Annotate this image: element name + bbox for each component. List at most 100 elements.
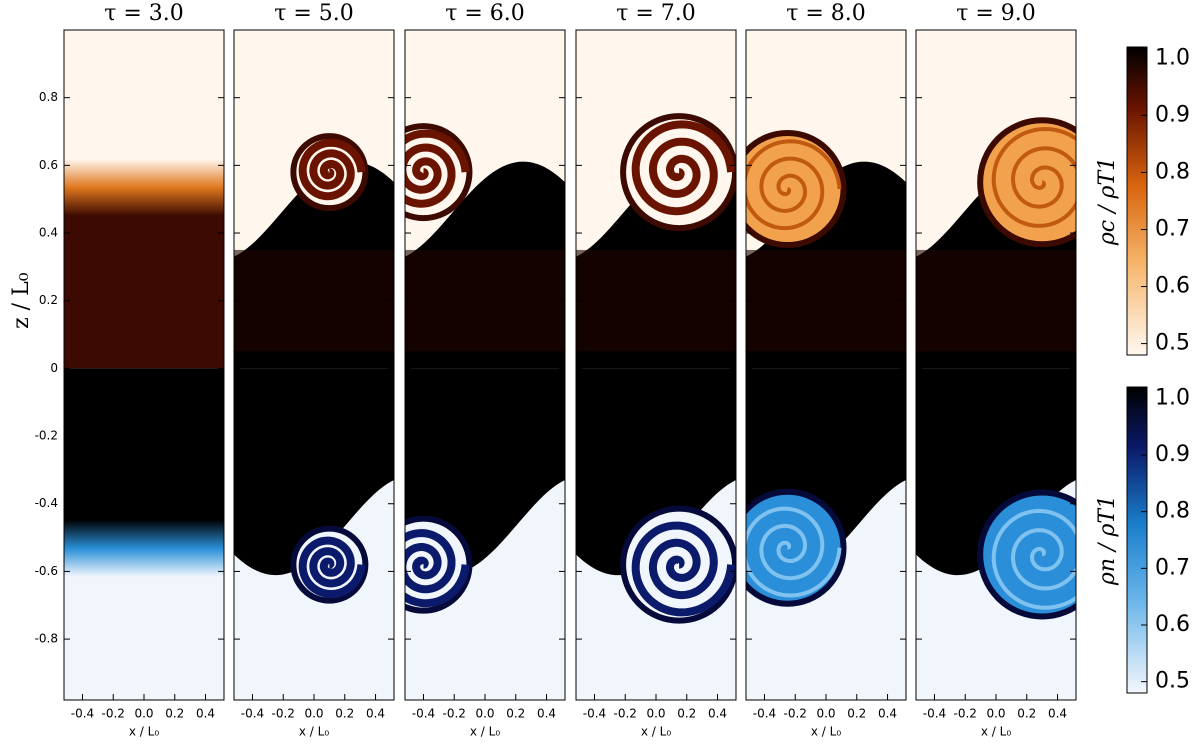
colorbar-tick-label: 0.7: [1155, 217, 1190, 242]
x-tick-label: 0.0: [986, 707, 1005, 721]
y-axis-label: z / L₀: [9, 272, 34, 329]
y-tick-label: -0.8: [35, 632, 58, 646]
panel-title: τ = 5.0: [274, 1, 354, 26]
x-axis-label: x / L₀: [299, 725, 329, 739]
y-tick-label: 0: [50, 361, 58, 375]
colorbar-tick-label: 1.0: [1155, 45, 1190, 70]
x-tick-label: -0.4: [923, 707, 946, 721]
x-tick-label: -0.4: [241, 707, 264, 721]
band-bottom: [64, 519, 224, 578]
vortex-bottom: [746, 488, 847, 607]
field: [916, 30, 1076, 700]
x-tick-label: 0.2: [677, 707, 696, 721]
colorbar-tick-label: 0.6: [1155, 274, 1190, 299]
band-top: [64, 158, 224, 217]
dark-tongue: [746, 249, 906, 352]
x-tick-label: -0.2: [954, 707, 977, 721]
panel: τ = 9.0 -0.4 -0.2 0.0 0.2 0.4 x / L₀: [915, 1, 1077, 739]
x-tick-label: 0.0: [475, 707, 494, 721]
x-tick-label: 0.2: [506, 707, 525, 721]
x-axis-label: x / L₀: [811, 725, 841, 739]
x-tick-label: 0.2: [847, 707, 866, 721]
panel: τ = 5.0 -0.4 -0.2 0.0 0.2 0.4 x / L₀: [233, 1, 395, 739]
colorbar-label: ρn / ρT1: [1095, 495, 1120, 586]
colorbar-tick-label: 0.7: [1155, 555, 1190, 580]
x-tick-label: 0.4: [366, 707, 385, 721]
panel-title: τ = 6.0: [445, 1, 525, 26]
x-tick-label: -0.2: [272, 707, 295, 721]
interface-bottom: [916, 368, 1076, 576]
panel-title: τ = 7.0: [616, 1, 696, 26]
y-tick-label: -0.2: [35, 429, 58, 443]
y-tick-label: 0.8: [39, 90, 58, 104]
spiral-top: [631, 120, 736, 216]
x-tick-label: -0.2: [443, 707, 466, 721]
x-tick-label: 0.2: [335, 707, 354, 721]
black-region: [64, 368, 224, 521]
panel: τ = 6.0 -0.4 -0.2 0.0 0.2 0.4 x / L₀: [404, 1, 566, 739]
panel-title: τ = 9.0: [956, 1, 1036, 26]
x-axis-label: x / L₀: [981, 725, 1011, 739]
colorbar-label: ρc / ρT1: [1095, 157, 1120, 246]
x-axis-label: x / L₀: [641, 725, 671, 739]
spiral-top: [746, 139, 842, 231]
x-tick-label: 0.2: [1017, 707, 1036, 721]
spiral-bottom: [405, 529, 470, 608]
interface-bottom: [234, 368, 394, 576]
x-tick-label: 0.4: [196, 707, 215, 721]
x-tick-label: -0.2: [614, 707, 637, 721]
colorbar: 0.5 0.6 0.7 0.8 0.9 1.0 ρn / ρT1: [1095, 385, 1190, 693]
colorbar-tick-label: 0.6: [1155, 612, 1190, 637]
x-axis-label: x / L₀: [129, 725, 159, 739]
x-tick-label: 0.4: [878, 707, 897, 721]
brown-region: [64, 215, 224, 369]
spiral-bottom: [991, 508, 1076, 610]
colorbar-tick-label: 0.9: [1155, 442, 1190, 467]
x-tick-label: -0.2: [102, 707, 125, 721]
y-tick-label: 0.4: [39, 226, 58, 240]
spiral-bottom: [631, 521, 736, 617]
spiral-bottom: [298, 536, 366, 599]
dark-tongue: [405, 249, 565, 352]
x-axis-label: x / L₀: [470, 725, 500, 739]
spiral-bottom: [746, 506, 842, 598]
colorbar-tick-label: 0.5: [1155, 669, 1190, 694]
dark-tongue: [916, 249, 1076, 352]
colorbar-tick-label: 0.5: [1155, 331, 1190, 356]
panel: τ = 3.0 -0.4 -0.2 0.0 0.2 0.4 x / L₀ 0.8 0.6 0.4 0…: [9, 1, 225, 739]
panel: τ = 8.0 -0.4 -0.2 0.0 0.2 0.4 x / L₀: [745, 1, 907, 739]
x-tick-label: 0.4: [1048, 707, 1067, 721]
x-tick-label: 0.0: [134, 707, 153, 721]
x-tick-label: 0.0: [646, 707, 665, 721]
x-tick-label: -0.2: [784, 707, 807, 721]
field: [746, 30, 906, 700]
field: [64, 30, 224, 700]
x-tick-label: -0.4: [753, 707, 776, 721]
field: [234, 30, 394, 700]
spiral-top: [991, 126, 1076, 228]
x-tick-label: 0.2: [165, 707, 184, 721]
colorbar: 0.5 0.6 0.7 0.8 0.9 1.0 ρc / ρT1: [1095, 45, 1190, 355]
colorbar-tick-label: 1.0: [1155, 385, 1190, 410]
x-tick-label: -0.4: [71, 707, 94, 721]
colorbar-tick-label: 0.8: [1155, 499, 1190, 524]
x-tick-label: 0.0: [304, 707, 323, 721]
interface-bottom: [576, 368, 736, 576]
spiral-top: [405, 129, 470, 208]
colorbar-gradient: [1126, 386, 1148, 694]
field: [405, 30, 565, 700]
colorbar-gradient: [1126, 46, 1148, 356]
spiral-top: [298, 138, 366, 201]
y-tick-label: -0.6: [35, 564, 58, 578]
x-tick-label: 0.0: [816, 707, 835, 721]
panel-title: τ = 8.0: [786, 1, 866, 26]
panel-title: τ = 3.0: [104, 1, 184, 26]
x-tick-label: 0.4: [708, 707, 727, 721]
x-tick-label: -0.4: [583, 707, 606, 721]
panel: τ = 7.0 -0.4 -0.2 0.0 0.2 0.4 x / L₀: [575, 1, 737, 739]
vortex-top: [746, 130, 847, 249]
x-tick-label: 0.4: [537, 707, 556, 721]
dark-tongue: [576, 249, 736, 352]
field: [576, 30, 736, 700]
